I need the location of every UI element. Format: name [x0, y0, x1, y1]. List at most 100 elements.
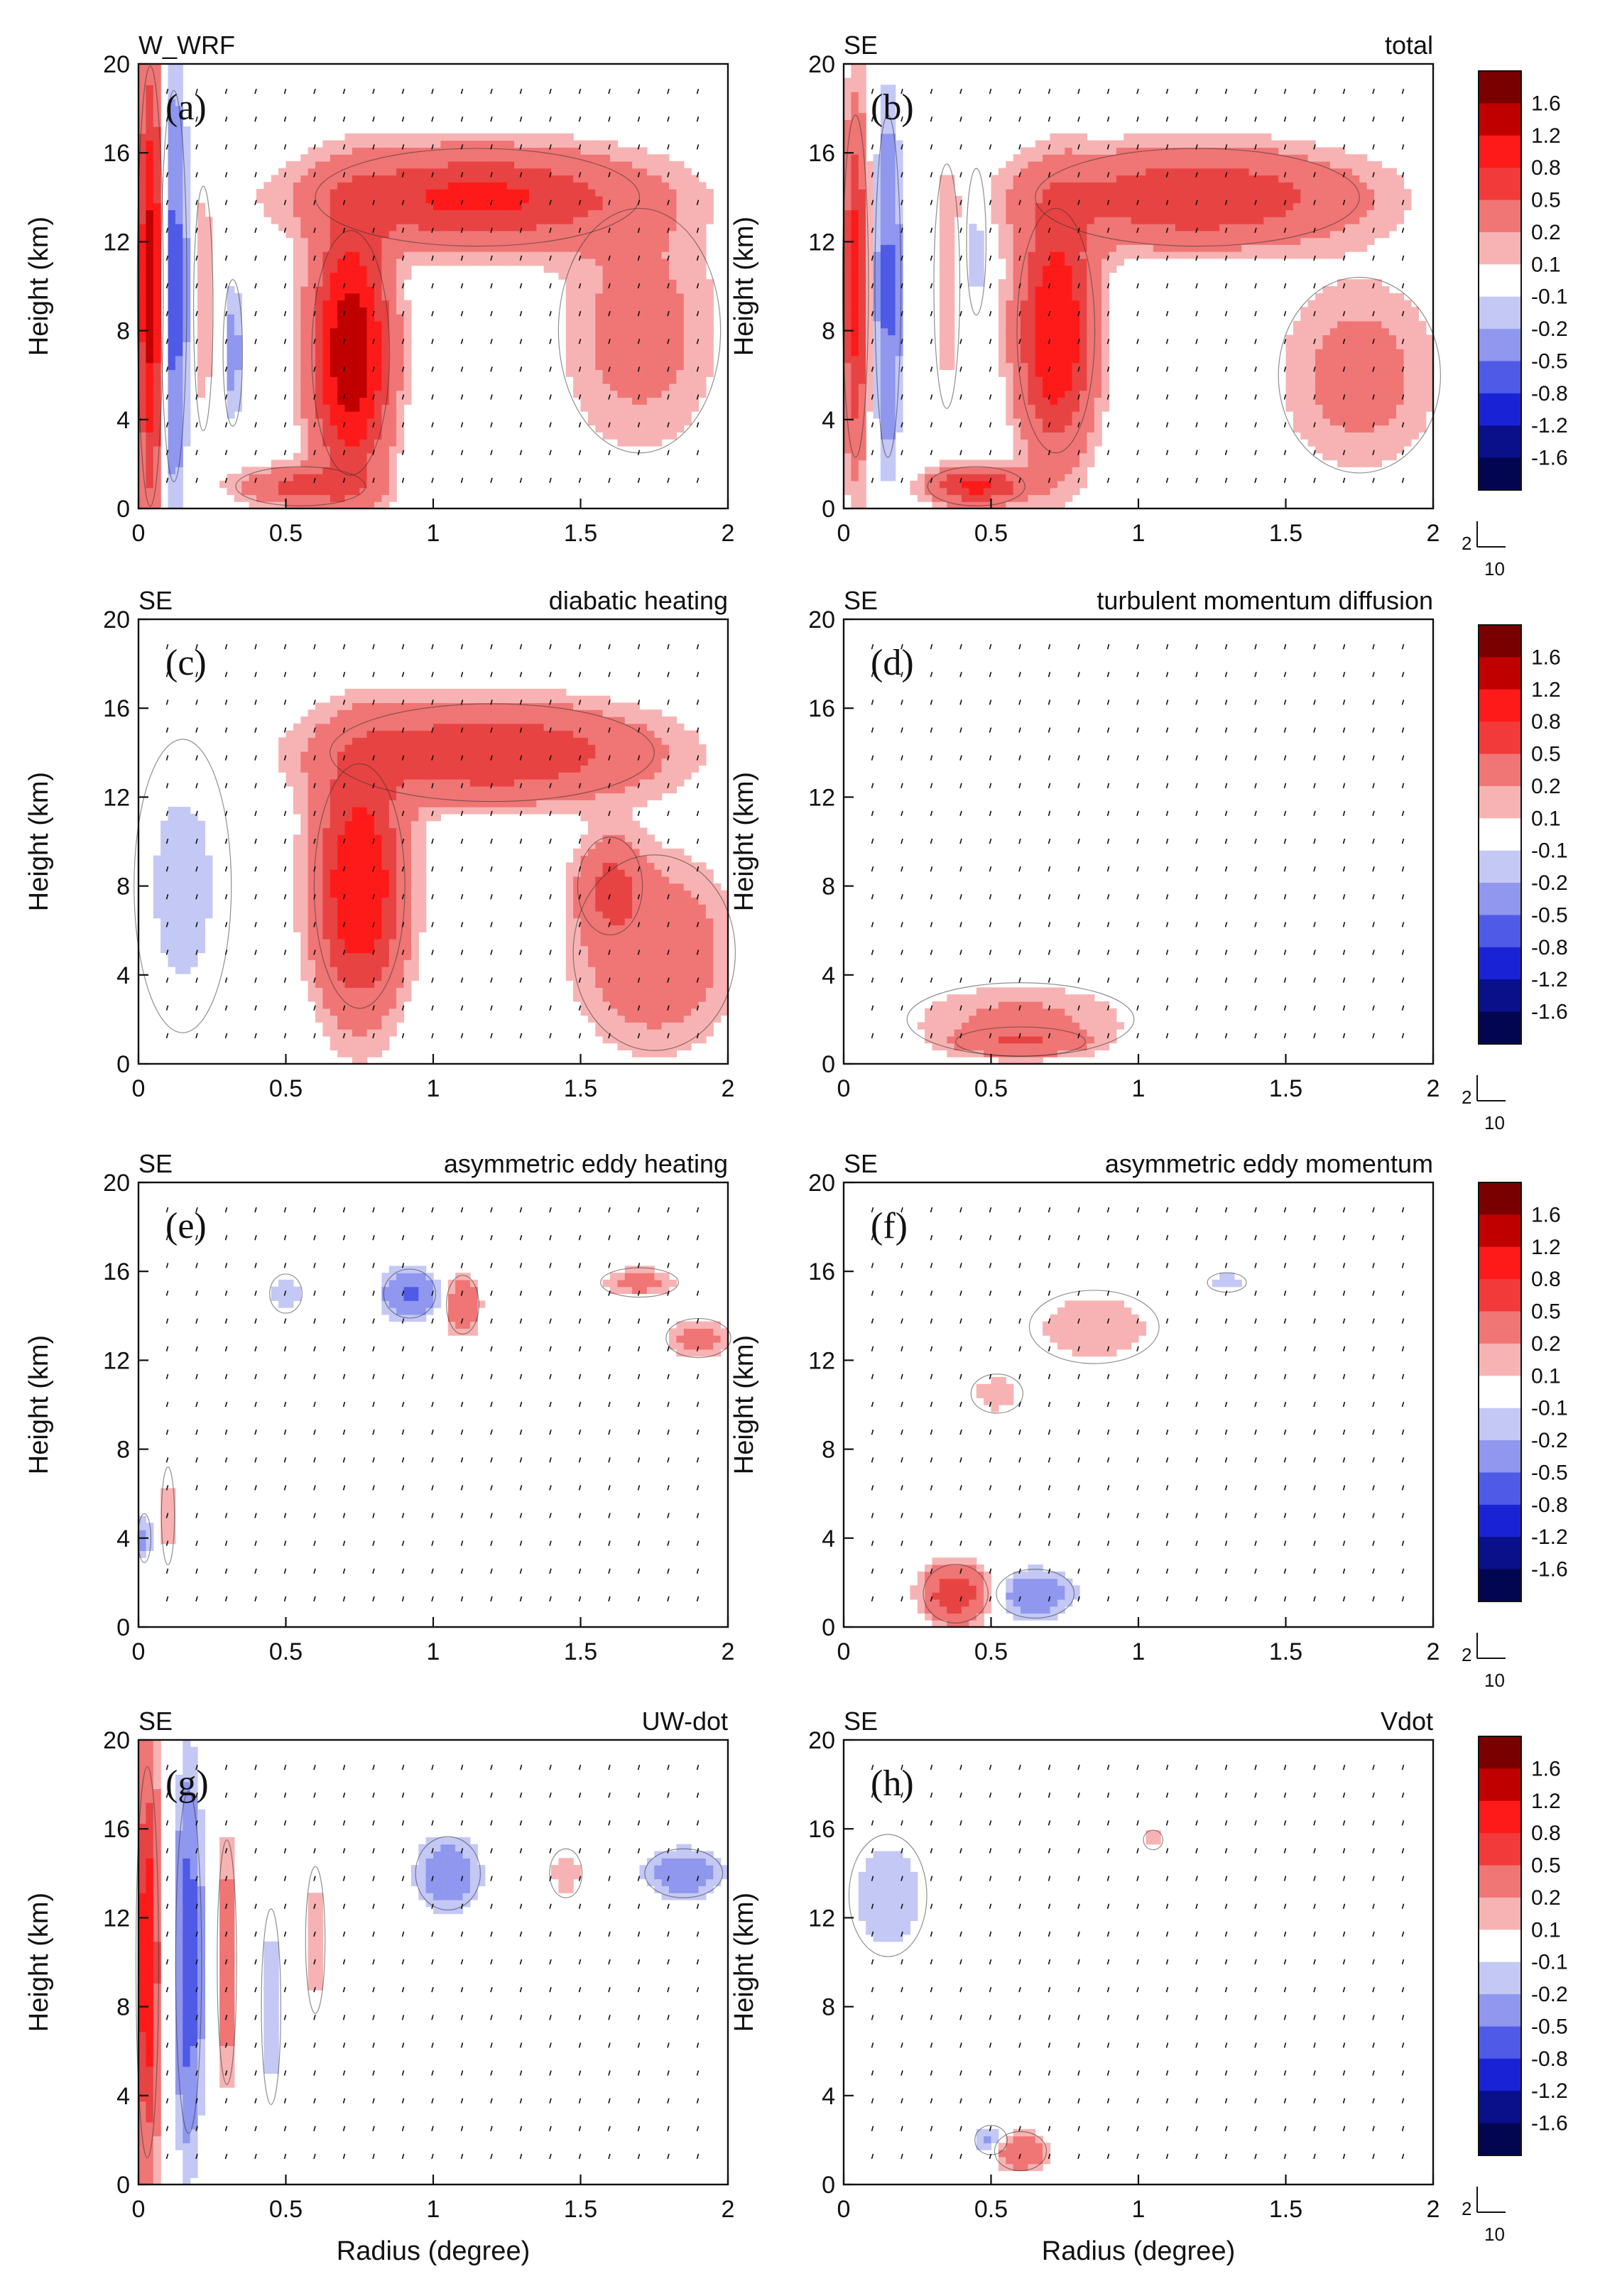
contour-cell	[388, 355, 397, 364]
contour-cell	[851, 119, 859, 127]
contour-cell	[1329, 314, 1338, 322]
contour-cell	[1094, 265, 1102, 273]
contour-cell	[851, 168, 859, 176]
contour-cell	[447, 258, 456, 266]
contour-cell	[573, 272, 582, 280]
contour-cell	[1028, 446, 1036, 454]
contour-cell	[1168, 147, 1176, 155]
contour-cell	[639, 258, 648, 266]
contour-cell	[595, 217, 604, 224]
contour-cell	[551, 251, 559, 259]
contour-cell	[573, 376, 582, 384]
contour-cell	[1006, 189, 1014, 197]
contour-cell	[1271, 217, 1279, 224]
contour-cell	[1182, 224, 1191, 232]
contour-cell	[374, 258, 382, 266]
contour-cell	[851, 334, 859, 342]
vector-arrow	[549, 339, 552, 344]
contour-cell	[374, 195, 382, 204]
contour-cell	[315, 230, 323, 239]
contour-cell	[1337, 432, 1346, 440]
contour-cell	[1307, 404, 1316, 412]
contour-cell	[469, 224, 478, 232]
contour-cell	[484, 147, 493, 155]
contour-cell	[1285, 217, 1294, 224]
contour-cell	[661, 314, 670, 322]
contour-cell	[1322, 251, 1331, 259]
contour-cell	[1337, 376, 1346, 384]
contour-cell	[1212, 182, 1220, 190]
contour-cell	[1065, 349, 1073, 357]
contour-cell	[1065, 189, 1073, 197]
contour-cell	[602, 327, 611, 336]
contour-cell	[330, 439, 338, 447]
contour-cell	[146, 160, 154, 169]
contour-cell	[1021, 459, 1028, 467]
contour-cell	[271, 494, 279, 502]
contour-cell	[1322, 314, 1331, 322]
contour-cell	[1138, 160, 1146, 169]
contour-cell	[1248, 182, 1257, 190]
contour-cell	[366, 258, 375, 266]
contour-cell	[455, 210, 464, 217]
contour-cell	[844, 175, 852, 183]
contour-cell	[381, 362, 390, 370]
contour-cell	[536, 133, 545, 141]
contour-cell	[1065, 467, 1073, 474]
contour-cell	[595, 327, 604, 336]
contour-cell	[234, 383, 242, 391]
contour-cell	[381, 334, 390, 342]
contour-cell	[984, 494, 992, 502]
contour-cell	[366, 376, 375, 384]
contour-cell	[676, 390, 685, 398]
contour-cell	[1293, 210, 1301, 217]
contour-cell	[396, 175, 405, 183]
contour-cell	[1035, 182, 1043, 190]
contour-cell	[851, 237, 859, 245]
contour-cell	[632, 168, 641, 176]
vector-arrow	[342, 116, 346, 122]
contour-cell	[1094, 286, 1102, 294]
contour-cell	[646, 432, 655, 440]
contour-cell	[1079, 369, 1087, 377]
contour-cell	[536, 202, 545, 210]
contour-cell	[205, 258, 213, 266]
contour-cell	[1021, 175, 1028, 183]
contour-cell	[359, 286, 368, 294]
contour-cell	[646, 195, 655, 204]
contour-cell	[558, 272, 567, 280]
contour-cell	[1204, 224, 1213, 232]
vector-arrow	[342, 477, 346, 484]
contour-cell	[1057, 140, 1065, 148]
contour-cell	[654, 244, 663, 252]
contour-cell	[1160, 237, 1169, 245]
vector-arrow	[696, 394, 700, 400]
contour-cell	[271, 182, 279, 190]
contour-cell	[1197, 133, 1205, 141]
vector-arrow	[254, 172, 257, 178]
contour-cell	[1256, 182, 1264, 190]
contour-cell	[374, 494, 382, 502]
contour-cell	[1329, 411, 1338, 419]
contour-cell	[359, 168, 368, 176]
contour-cell	[639, 362, 648, 370]
contour-cell	[587, 217, 596, 224]
contour-cell	[691, 355, 700, 364]
contour-cell	[858, 349, 866, 357]
contour-cell	[1021, 327, 1028, 336]
contour-cell	[1013, 501, 1021, 509]
contour-cell	[146, 474, 154, 481]
contour-cell	[322, 404, 331, 412]
contour-cell	[998, 349, 1006, 357]
contour-cell	[1146, 160, 1154, 169]
contour-cell	[1028, 279, 1036, 287]
contour-cell	[691, 224, 700, 232]
contour-cell	[1315, 355, 1323, 364]
contour-cell	[293, 195, 301, 204]
contour-cell	[146, 70, 154, 79]
vector-arrow	[667, 172, 670, 178]
contour-cell	[1006, 265, 1014, 273]
contour-cell	[1293, 182, 1301, 190]
vector-arrow	[313, 310, 316, 317]
contour-cell	[858, 237, 866, 245]
